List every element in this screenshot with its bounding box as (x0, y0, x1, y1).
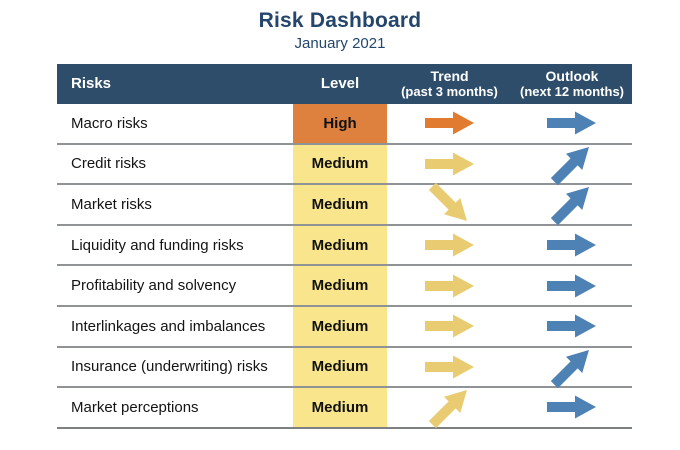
level-badge: High (293, 104, 387, 143)
arrow-right-icon (547, 232, 597, 258)
arrow-down-right-icon (423, 178, 477, 232)
outlook-cell (512, 104, 632, 143)
trend-cell (387, 226, 512, 265)
outlook-cell (512, 348, 632, 389)
risk-name: Credit risks (71, 155, 147, 173)
trend-cell (387, 266, 512, 305)
arrow-right-icon (547, 110, 597, 136)
column-header-risks: Risks (57, 74, 293, 93)
arrow-right-icon (424, 273, 475, 299)
table-row: Liquidity and funding risks Medium (57, 225, 632, 267)
level-badge: Medium (293, 388, 387, 427)
arrow-right-icon (424, 151, 475, 177)
risk-name: Macro risks (71, 114, 148, 132)
level-badge: Medium (293, 347, 387, 387)
page-title: Risk Dashboard (258, 9, 422, 32)
outlook-cell (512, 388, 632, 427)
risk-name: Interlinkages and imbalances (71, 317, 266, 335)
column-header-level: Level (293, 74, 387, 93)
outlook-cell (512, 266, 632, 305)
arrow-right-icon (424, 354, 475, 380)
arrow-right-icon (424, 110, 475, 136)
table-row: Market perceptions Medium (57, 388, 632, 429)
level-badge: Medium (293, 144, 387, 184)
level-badge: Medium (293, 185, 387, 224)
table-row: Profitability and solvency Medium (57, 266, 632, 307)
level-badge: Medium (293, 306, 387, 346)
trend-cell (387, 348, 512, 387)
risk-name: Profitability and solvency (71, 277, 237, 295)
table-header-row: Risks Level Trend (past 3 months) Outloo… (57, 64, 632, 104)
outlook-cell (512, 145, 632, 186)
page-subtitle: January 2021 (294, 35, 386, 52)
table-row: Macro risks High (57, 104, 632, 145)
column-header-outlook-sublabel: (next 12 months) (519, 83, 624, 99)
risk-name: Market risks (71, 195, 152, 213)
arrow-right-icon (547, 273, 597, 299)
arrow-right-icon (424, 232, 475, 258)
column-header-outlook-label: Outlook (545, 67, 599, 84)
trend-cell (387, 183, 512, 224)
trend-cell (387, 307, 512, 346)
arrow-right-icon (547, 313, 597, 339)
table-row: Insurance (underwriting) risks Medium (57, 347, 632, 389)
column-header-level-label: Level (320, 74, 360, 92)
risk-name: Market perceptions (71, 398, 199, 416)
outlook-cell (512, 307, 632, 346)
arrow-up-right-icon (545, 137, 599, 191)
column-header-trend-label: Trend (430, 67, 469, 84)
level-badge: Medium (293, 225, 387, 265)
level-badge: Medium (293, 266, 387, 305)
column-header-risks-label: Risks (71, 74, 112, 92)
trend-cell (387, 145, 512, 184)
column-header-trend-sublabel: (past 3 months) (401, 83, 498, 99)
table-row: Market risks Medium (57, 183, 632, 226)
table-row: Credit risks Medium (57, 144, 632, 186)
table-row: Interlinkages and imbalances Medium (57, 306, 632, 348)
table-body: Macro risks High Credit risks Medium Mar… (57, 104, 632, 429)
column-header-outlook: Outlook (next 12 months) (512, 67, 632, 99)
arrow-up-right-icon (545, 340, 599, 394)
arrow-up-right-icon (423, 381, 477, 435)
outlook-cell (512, 226, 632, 265)
arrow-right-icon (547, 394, 597, 420)
trend-cell (387, 104, 512, 143)
trend-cell (387, 388, 512, 429)
column-header-trend: Trend (past 3 months) (387, 67, 512, 99)
arrow-right-icon (424, 313, 475, 339)
risk-table: Risks Level Trend (past 3 months) Outloo… (57, 64, 632, 429)
arrow-up-right-icon (545, 178, 599, 232)
risk-name: Liquidity and funding risks (71, 236, 244, 254)
risk-name: Insurance (underwriting) risks (71, 358, 268, 376)
outlook-cell (512, 185, 632, 226)
